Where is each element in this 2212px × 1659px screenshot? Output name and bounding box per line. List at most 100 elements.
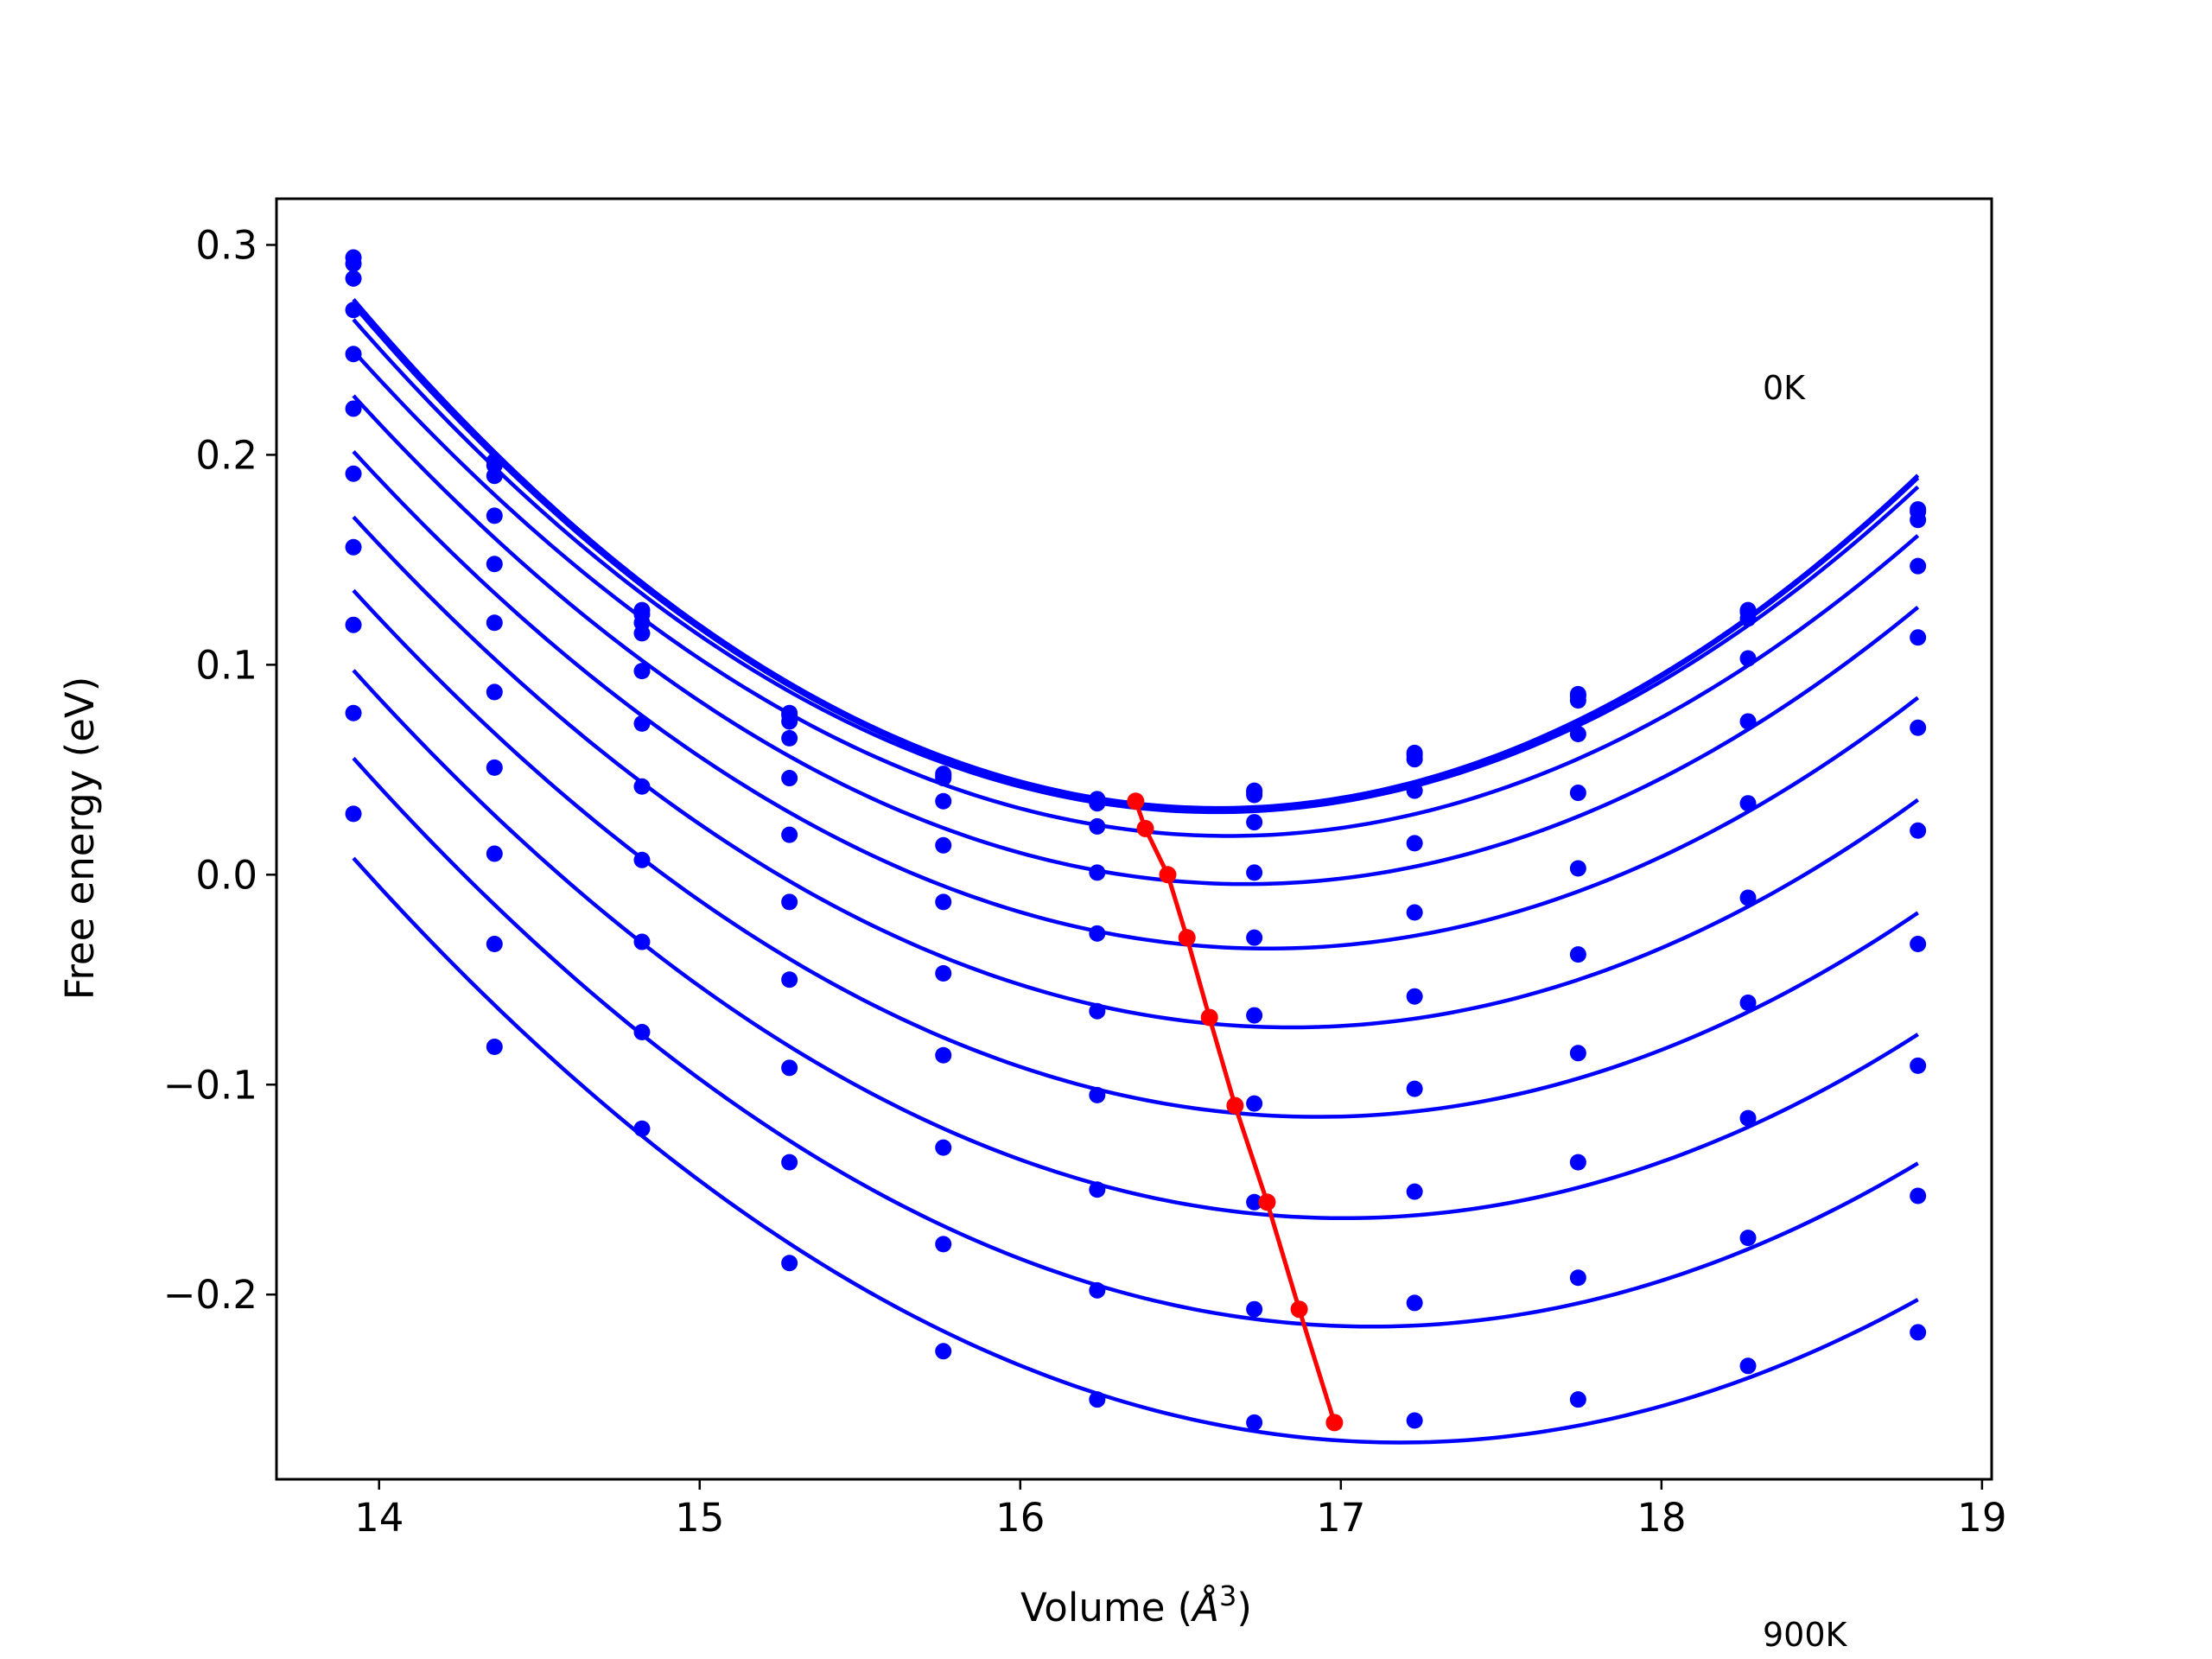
data-point (1089, 1002, 1106, 1020)
minimum-point (1127, 792, 1145, 810)
data-point (1910, 935, 1927, 952)
data-point (1739, 889, 1757, 906)
data-point (1246, 814, 1263, 831)
y-axis-label: Free energy (eV) (57, 677, 103, 1000)
data-point (633, 778, 651, 795)
data-point (1406, 1183, 1423, 1200)
y-tick-label: 0.0 (195, 852, 257, 898)
series-line (352, 515, 1919, 1030)
data-point (633, 625, 651, 642)
series-line (352, 856, 1919, 1445)
data-point (1569, 1045, 1586, 1062)
data-point (781, 893, 798, 911)
data-point (1910, 1057, 1927, 1074)
data-point (1739, 610, 1757, 627)
data-point (1089, 1086, 1106, 1103)
data-point (345, 704, 362, 721)
data-point (1569, 726, 1586, 743)
data-point (1569, 946, 1586, 963)
data-point (345, 465, 362, 482)
data-point (486, 845, 503, 862)
data-point (633, 851, 651, 868)
data-point (1089, 864, 1106, 881)
annotation-0k: 0K (1763, 369, 1806, 407)
y-tick-label: 0.3 (195, 222, 257, 268)
data-point (1910, 557, 1927, 575)
data-point (345, 302, 362, 319)
data-point (1910, 822, 1927, 839)
data-point (1739, 1230, 1757, 1247)
plot-frame (275, 197, 1993, 1481)
x-tick-label: 18 (1637, 1495, 1686, 1541)
data-point (345, 538, 362, 556)
data-point (1089, 1281, 1106, 1299)
data-point (1739, 650, 1757, 667)
data-point (935, 1139, 952, 1156)
data-point (781, 1255, 798, 1272)
data-point (935, 893, 952, 911)
data-point (1406, 751, 1423, 768)
minimum-point (1136, 819, 1154, 837)
series-line (352, 394, 1920, 887)
data-point (633, 1120, 651, 1137)
data-point (486, 556, 503, 573)
data-point (1910, 629, 1927, 646)
data-point (486, 683, 503, 701)
data-point (1246, 1007, 1263, 1024)
data-point (1569, 1269, 1586, 1287)
data-point (1569, 860, 1586, 877)
data-point (345, 616, 362, 633)
data-point (633, 715, 651, 732)
minimum-point (1226, 1096, 1244, 1115)
x-tick-label: 19 (1957, 1495, 2006, 1541)
data-point (1910, 512, 1927, 529)
minimum-point (1258, 1193, 1276, 1211)
minimum-point (1290, 1300, 1308, 1319)
data-point (1569, 785, 1586, 802)
data-point (1406, 782, 1423, 799)
data-point (781, 770, 798, 787)
data-point (1406, 1412, 1423, 1429)
data-point (1246, 1193, 1263, 1211)
data-point (935, 836, 952, 854)
data-point (486, 935, 503, 952)
data-point (781, 971, 798, 988)
data-point (781, 826, 798, 843)
y-axis: −0.2 −0.1 0.0 0.1 0.2 0.3 (163, 222, 276, 1318)
data-point (486, 759, 503, 776)
data-point (486, 507, 503, 524)
data-point (633, 663, 651, 680)
data-point (935, 1343, 952, 1360)
data-point (1246, 1095, 1263, 1112)
data-point (345, 346, 362, 363)
data-point (1739, 1109, 1757, 1127)
minimum-point (1159, 866, 1177, 884)
x-tick-label: 16 (995, 1495, 1045, 1541)
data-point (935, 964, 952, 982)
y-tick-label: −0.1 (163, 1062, 257, 1108)
data-point (1406, 904, 1423, 921)
data-point (1089, 817, 1106, 835)
minimum-point (1325, 1414, 1344, 1432)
data-point (1739, 713, 1757, 730)
x-tick-label: 17 (1316, 1495, 1365, 1541)
data-point (1246, 786, 1263, 804)
minimum-point (1200, 1008, 1218, 1027)
data-point (935, 792, 952, 810)
data-point (781, 1154, 798, 1171)
x-tick-label: 15 (675, 1495, 724, 1541)
minimum-point (1178, 929, 1196, 947)
y-tick-label: 0.2 (195, 432, 257, 478)
data-point (1246, 864, 1263, 881)
data-point (1406, 835, 1423, 852)
data-point (1089, 1391, 1106, 1408)
data-point (1569, 1391, 1586, 1408)
data-point (486, 614, 503, 632)
x-axis-label: Volume (Å3) (1020, 1580, 1252, 1630)
data-point (1089, 1181, 1106, 1198)
x-axis: 14 15 16 17 18 19 (354, 1479, 2007, 1541)
data-point (1739, 1357, 1757, 1375)
data-point (633, 933, 651, 950)
